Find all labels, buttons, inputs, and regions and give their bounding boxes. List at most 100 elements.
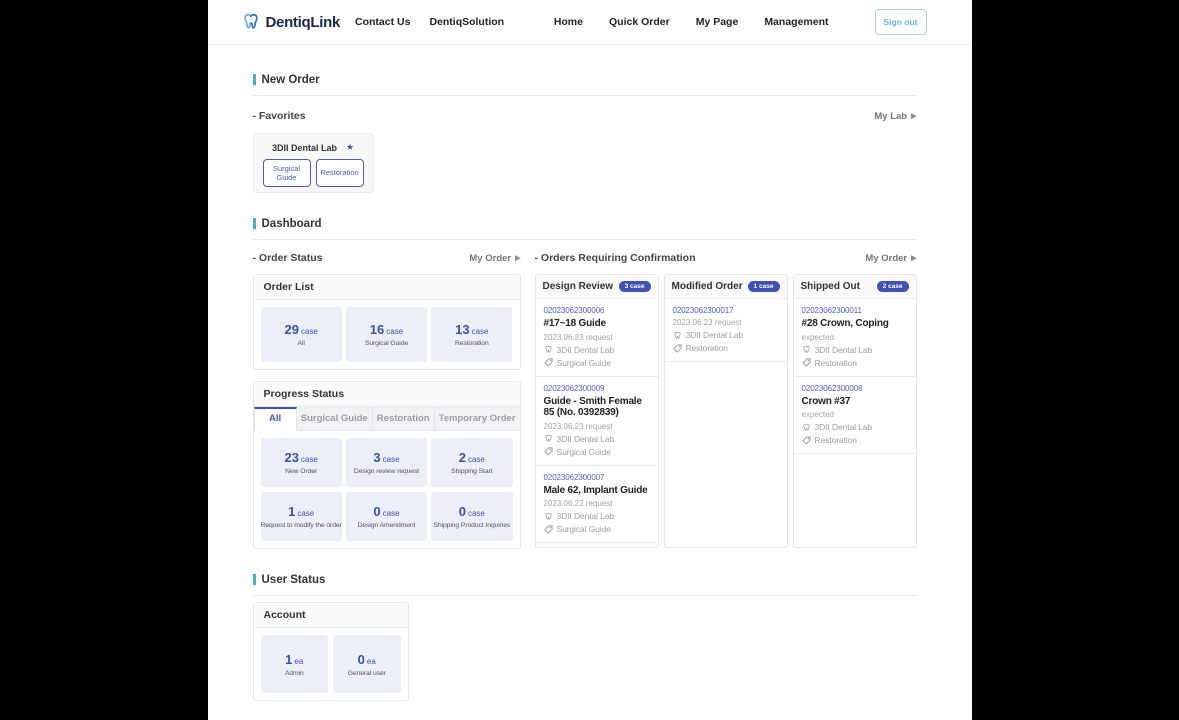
tab-temporary-order[interactable]: Temporary Order xyxy=(434,407,520,430)
order-lab-name: 3DII Dental Lab xyxy=(556,511,615,521)
stat-tile-admin[interactable]: 1 ea Admin xyxy=(260,635,328,693)
stat-tile-general-user[interactable]: 0 ea General user xyxy=(333,635,401,693)
stat-tile-restoration[interactable]: 13 case Restoration xyxy=(431,307,513,362)
stat-unit: ea xyxy=(294,656,304,666)
order-number-link[interactable]: 02023062300008 xyxy=(801,383,863,393)
favorite-lab-name: 3DII Dental Lab xyxy=(271,142,337,153)
tooth-icon xyxy=(802,345,811,354)
tab-all[interactable]: All xyxy=(253,407,297,431)
stat-value: 0 xyxy=(357,651,365,667)
brand-logo[interactable]: DentiqLink xyxy=(241,12,341,32)
stat-unit: case xyxy=(382,455,400,464)
favorites-heading: - Favorites xyxy=(252,110,306,122)
stat-value: 2 xyxy=(458,450,466,465)
stat-tile-design-review-request[interactable]: 3 case Design review request xyxy=(345,438,428,487)
case-count-badge: 3 case xyxy=(618,281,651,292)
new-order-title-text: New Order xyxy=(261,73,320,86)
design-review-header: Design Review 3 case xyxy=(535,275,658,299)
stat-unit: case xyxy=(300,455,318,464)
orders-requiring-confirmation-heading: - Orders Requiring Confirmation xyxy=(534,252,696,264)
my-order-link-left[interactable]: My Order ▶ xyxy=(469,253,520,264)
tooth-icon xyxy=(544,512,553,521)
case-count-badge: 2 case xyxy=(876,281,909,292)
stat-tile-shipping-product-inquiries[interactable]: 0 case Shipping Product Inquiries xyxy=(431,492,513,541)
stat-unit: case xyxy=(386,327,404,336)
stat-value: 1 xyxy=(285,651,293,667)
favorite-star-icon[interactable]: ★ xyxy=(345,142,355,152)
nav-item-management[interactable]: Management xyxy=(764,16,829,28)
stat-label: Request to modify the order xyxy=(260,522,342,529)
order-number-link[interactable]: 02023062300007 xyxy=(543,472,605,482)
main-content: New Order - Favorites My Lab ▶ 3DII Dent… xyxy=(208,45,972,720)
nav-left: Contact Us DentiqSolution xyxy=(355,16,504,28)
order-type: Restoration xyxy=(814,357,857,368)
stat-value: 0 xyxy=(458,504,466,519)
shipped-out-header: Shipped Out 2 case xyxy=(793,275,916,299)
tooth-icon xyxy=(802,423,811,432)
stat-label: All xyxy=(297,340,305,347)
stat-tile-new-order[interactable]: 23 case New Order xyxy=(260,438,342,487)
order-lab-name: 3DII Dental Lab xyxy=(814,344,873,355)
sign-out-button[interactable]: Sign out xyxy=(874,9,927,35)
column-title: Modified Order xyxy=(671,281,743,292)
stat-value: 0 xyxy=(373,504,381,519)
stat-tile-shipping-start[interactable]: 2 case Shipping Start xyxy=(431,438,513,487)
my-lab-link-text: My Lab xyxy=(874,110,908,122)
nav-item-contact-us[interactable]: Contact Us xyxy=(355,16,411,28)
dashboard-subheadings: - Order Status My Order ▶ - Orders Requi… xyxy=(253,252,917,264)
order-number-link[interactable]: 02023062300011 xyxy=(801,306,862,315)
stat-tile-surgical-guide[interactable]: 16 case Surgical Guide xyxy=(345,307,428,362)
tooth-icon xyxy=(544,345,553,354)
nav-item-quick-order[interactable]: Quick Order xyxy=(609,16,670,28)
tag-icon xyxy=(801,435,811,445)
nav-item-dentiqsolution[interactable]: DentiqSolution xyxy=(429,16,505,28)
brand-name: DentiqLink xyxy=(265,13,341,31)
order-date: expected xyxy=(801,410,834,419)
order-title: Crown #37 xyxy=(801,395,851,407)
column-title: Shipped Out xyxy=(800,281,860,292)
progress-tabs: All Surgical Guide Restoration Temporary… xyxy=(253,407,520,431)
my-lab-link[interactable]: My Lab ▶ xyxy=(874,111,916,122)
order-title: #17~18 Guide xyxy=(543,318,607,329)
order-card[interactable]: 02023062300006 #17~18 Guide 2023.06.23 r… xyxy=(535,299,658,377)
nav-item-home[interactable]: Home xyxy=(553,16,583,28)
stat-label: Shipping Start xyxy=(451,468,493,475)
stat-unit: case xyxy=(467,509,485,518)
order-card[interactable]: 02023062300008 Crown #37 expected 3DII D… xyxy=(793,377,916,454)
stat-value: 29 xyxy=(284,322,299,337)
order-number-link[interactable]: 02023062300017 xyxy=(672,306,734,315)
tab-surgical-guide[interactable]: Surgical Guide xyxy=(296,407,373,430)
tab-restoration[interactable]: Restoration xyxy=(372,407,435,430)
tag-icon xyxy=(801,358,811,367)
nav-item-my-page[interactable]: My Page xyxy=(695,16,739,28)
order-card[interactable]: 02023062300009 Guide - Smith Female 85 (… xyxy=(535,377,658,466)
order-lab-row: 3DII Dental Lab xyxy=(673,330,779,340)
favorites-header-row: - Favorites My Lab ▶ xyxy=(253,109,917,123)
account-tiles: 1 ea Admin 0 ea General user xyxy=(254,628,408,700)
order-type: Restoration xyxy=(685,343,728,353)
order-lab-row: 3DII Dental Lab xyxy=(802,345,908,355)
restoration-button[interactable]: Restoration xyxy=(315,159,364,187)
order-date: 2023.06.23 request xyxy=(543,421,613,431)
tag-icon xyxy=(672,343,682,353)
top-navigation-bar: DentiqLink Contact Us DentiqSolution Hom… xyxy=(207,0,972,45)
account-panel: Account 1 ea Admin 0 ea General user xyxy=(252,602,409,701)
stat-tile-all[interactable]: 29 case All xyxy=(260,307,342,362)
stat-tile-design-amendment[interactable]: 0 case Design Amendment xyxy=(345,492,428,541)
dashboard-section-title: Dashboard xyxy=(252,217,917,230)
order-lab-name: 3DII Dental Lab xyxy=(556,433,615,444)
order-card[interactable]: 02023062300017 2023.06.23 request 3DII D… xyxy=(664,299,787,362)
stat-unit: case xyxy=(300,327,318,336)
order-number-link[interactable]: 02023062300009 xyxy=(543,383,605,393)
section-bar xyxy=(252,574,256,585)
order-card[interactable]: 02023062300007 Male 62, Implant Guide 20… xyxy=(535,466,658,543)
order-number-link[interactable]: 02023062300006 xyxy=(543,306,605,315)
my-order-link-right[interactable]: My Order ▶ xyxy=(865,253,916,264)
order-lab-name: 3DII Dental Lab xyxy=(685,330,744,340)
new-order-section-title: New Order xyxy=(252,73,917,86)
stat-tile-request-to-modify[interactable]: 1 case Request to modify the order xyxy=(260,492,342,541)
stat-value: 1 xyxy=(288,504,296,519)
surgical-guide-button[interactable]: Surgical Guide xyxy=(262,159,311,187)
order-card[interactable]: 02023062300011 #28 Crown, Coping expecte… xyxy=(793,299,916,377)
stat-label: General user xyxy=(347,669,386,677)
